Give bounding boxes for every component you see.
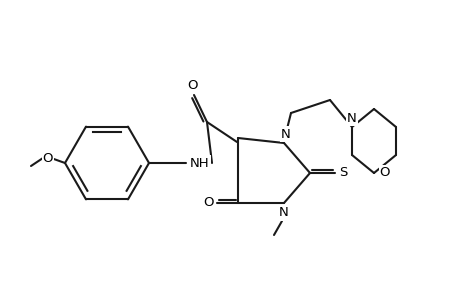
Text: S: S <box>338 167 347 179</box>
Text: O: O <box>187 79 198 92</box>
Text: O: O <box>43 152 53 164</box>
Text: O: O <box>203 196 214 209</box>
Text: O: O <box>379 167 389 179</box>
Text: N: N <box>280 128 290 140</box>
Text: NH: NH <box>190 157 209 169</box>
Text: N: N <box>279 206 288 220</box>
Text: N: N <box>347 112 356 124</box>
